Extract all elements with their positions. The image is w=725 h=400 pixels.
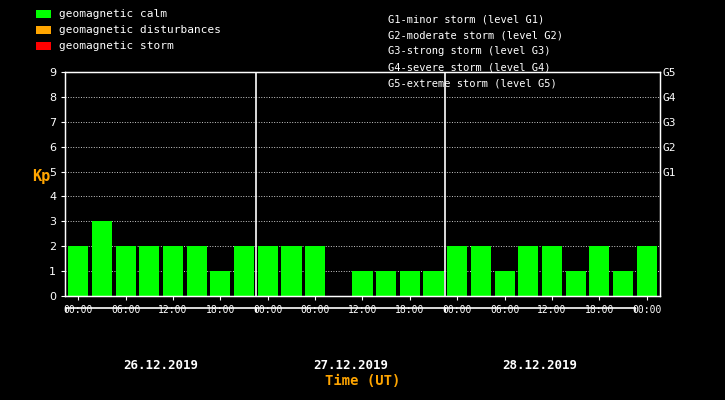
Text: G4-severe storm (level G4): G4-severe storm (level G4) bbox=[388, 62, 550, 72]
Bar bbox=[542, 246, 562, 296]
Bar bbox=[494, 271, 515, 296]
Bar bbox=[139, 246, 160, 296]
Bar bbox=[423, 271, 444, 296]
Bar bbox=[163, 246, 183, 296]
Bar bbox=[518, 246, 539, 296]
Text: geomagnetic storm: geomagnetic storm bbox=[59, 41, 174, 51]
Text: G3-strong storm (level G3): G3-strong storm (level G3) bbox=[388, 46, 550, 56]
Text: G5-extreme storm (level G5): G5-extreme storm (level G5) bbox=[388, 78, 557, 88]
Bar bbox=[447, 246, 468, 296]
Text: 28.12.2019: 28.12.2019 bbox=[502, 359, 578, 372]
Y-axis label: Kp: Kp bbox=[32, 169, 50, 184]
Bar bbox=[257, 246, 278, 296]
Bar bbox=[92, 221, 112, 296]
Bar bbox=[399, 271, 420, 296]
Text: geomagnetic calm: geomagnetic calm bbox=[59, 9, 167, 19]
Bar bbox=[471, 246, 491, 296]
Bar bbox=[637, 246, 657, 296]
Bar bbox=[376, 271, 397, 296]
Bar bbox=[589, 246, 610, 296]
Bar bbox=[352, 271, 373, 296]
Text: 26.12.2019: 26.12.2019 bbox=[124, 359, 199, 372]
Text: G2-moderate storm (level G2): G2-moderate storm (level G2) bbox=[388, 30, 563, 40]
Bar bbox=[210, 271, 231, 296]
Bar bbox=[186, 246, 207, 296]
Text: G1-minor storm (level G1): G1-minor storm (level G1) bbox=[388, 14, 544, 24]
Bar bbox=[234, 246, 254, 296]
Bar bbox=[566, 271, 586, 296]
Text: Time (UT): Time (UT) bbox=[325, 374, 400, 388]
Bar bbox=[281, 246, 302, 296]
Bar bbox=[613, 271, 633, 296]
Bar bbox=[305, 246, 326, 296]
Bar bbox=[68, 246, 88, 296]
Text: 27.12.2019: 27.12.2019 bbox=[313, 359, 388, 372]
Text: geomagnetic disturbances: geomagnetic disturbances bbox=[59, 25, 221, 35]
Bar bbox=[115, 246, 136, 296]
